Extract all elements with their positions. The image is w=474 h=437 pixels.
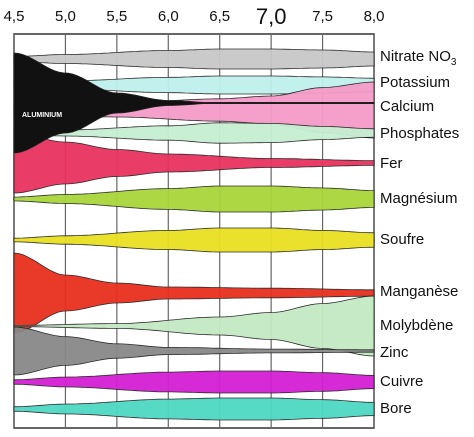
band-fer xyxy=(13,132,375,194)
x-tick-label: 5,5 xyxy=(106,8,127,25)
nutrient-label-magnesium: Magnésium xyxy=(380,190,458,207)
nutrient-label-nitrate: Nitrate NO3 xyxy=(380,48,457,68)
nutrient-label-manganese: Manganèse xyxy=(380,283,458,300)
x-tick-label: 6,5 xyxy=(209,8,230,25)
nutrient-label-calcium: Calcium xyxy=(380,98,434,115)
nutrient-label-molybdene: Molybdène xyxy=(380,317,453,334)
x-tick-label: 8,0 xyxy=(364,8,385,25)
nutrient-bands xyxy=(13,48,375,421)
x-tick-label: 7,0 xyxy=(256,4,287,29)
band-nitrate xyxy=(13,48,375,70)
x-tick-label: 7,5 xyxy=(312,8,333,25)
band-magnesium xyxy=(13,185,375,213)
nutrient-label-potassium: Potassium xyxy=(380,74,450,91)
nutrient-label-bore: Bore xyxy=(380,400,412,417)
band-bore xyxy=(13,397,375,421)
x-axis-ticks: 4,5 5,0 5,5 6,0 6,5 7,0 7,5 8,0 xyxy=(4,4,385,29)
band-soufre xyxy=(13,227,375,253)
nutrient-label-soufre: Soufre xyxy=(380,231,424,248)
band-aluminium xyxy=(13,52,375,154)
nutrient-label-zinc: Zinc xyxy=(380,344,409,361)
x-tick-label: 4,5 xyxy=(4,8,25,25)
band-cuivre xyxy=(13,370,375,394)
nutrient-labels: ALUMINIUM Nitrate NO3 Potassium Calcium Phos… xyxy=(22,48,459,417)
nutrient-label-cuivre: Cuivre xyxy=(380,373,423,390)
x-tick-label: 5,0 xyxy=(55,8,76,25)
aluminium-label: ALUMINIUM xyxy=(22,112,62,119)
nutrient-label-phosphates: Phosphates xyxy=(380,125,459,142)
nutrient-label-fer: Fer xyxy=(380,155,403,172)
band-phosphates xyxy=(13,122,375,144)
band-zinc xyxy=(13,326,375,376)
band-molybdene xyxy=(13,295,375,357)
x-tick-label: 6,0 xyxy=(158,8,179,25)
